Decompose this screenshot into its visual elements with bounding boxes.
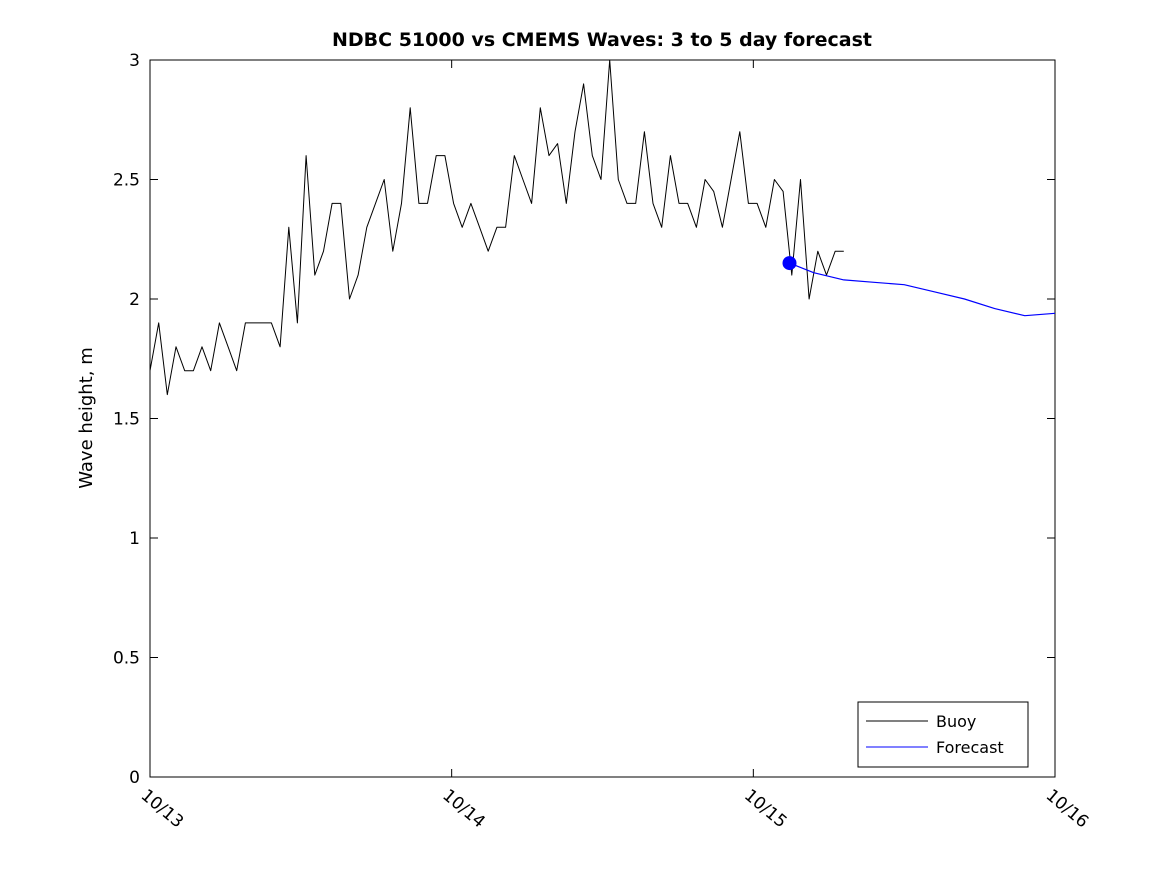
x-tick-label: 10/15 — [740, 786, 790, 833]
x-tick-label: 10/16 — [1042, 786, 1092, 833]
y-tick-label: 1 — [129, 529, 140, 549]
legend: Buoy Forecast — [857, 701, 1029, 768]
x-tick-label: 10/14 — [438, 786, 488, 833]
y-tick-label: 3 — [129, 51, 140, 71]
series-line-buoy — [149, 59, 844, 396]
legend-label-forecast: Forecast — [936, 738, 1004, 757]
chart-title: NDBC 51000 vs CMEMS Waves: 3 to 5 day fo… — [332, 29, 872, 51]
data-series — [149, 59, 1056, 396]
plot-area — [149, 59, 1056, 778]
legend-box — [857, 701, 1029, 768]
series-line-forecast — [789, 262, 1056, 317]
y-tick-label: 1.5 — [113, 410, 140, 430]
forecast-start-marker — [782, 256, 797, 271]
y-tick-label: 0 — [129, 768, 140, 788]
y-tick-label: 2.5 — [113, 171, 140, 191]
legend-label-buoy: Buoy — [936, 712, 976, 731]
y-axis-label: Wave height, m — [76, 347, 97, 488]
y-tick-label: 2 — [129, 290, 140, 310]
y-tick-label: 0.5 — [113, 649, 140, 669]
axis-ticks — [149, 59, 1056, 778]
x-tick-label: 10/13 — [137, 786, 187, 833]
